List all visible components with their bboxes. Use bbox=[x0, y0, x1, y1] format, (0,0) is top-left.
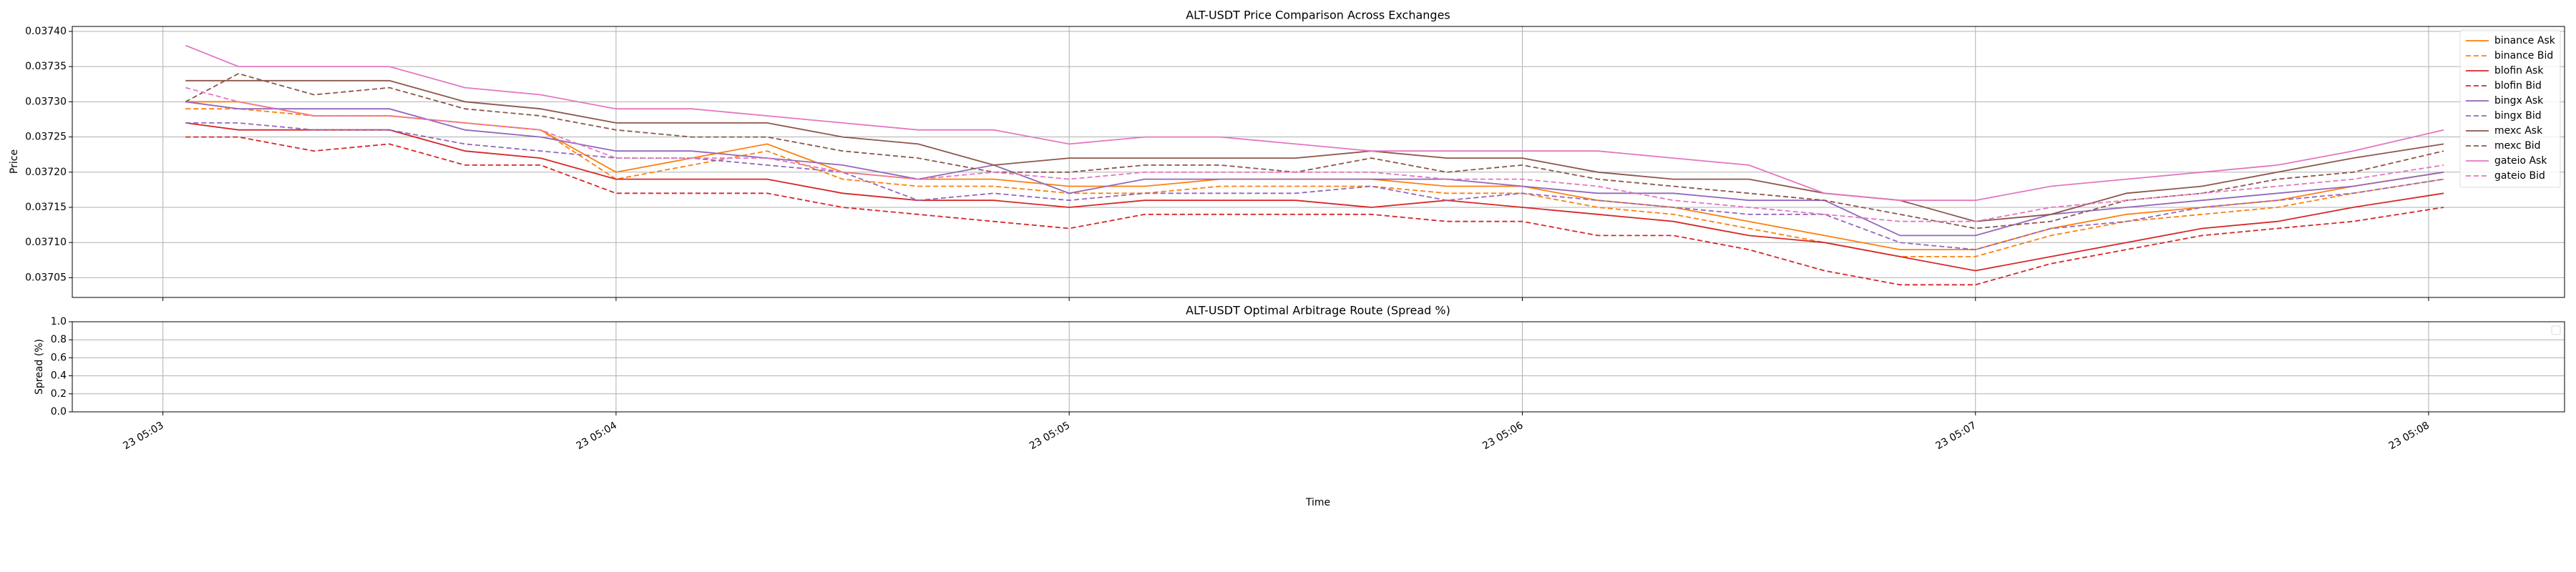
y-tick-label: 0.6 bbox=[51, 352, 67, 363]
y-tick-label: 0.03730 bbox=[25, 96, 67, 107]
y-tick-label: 0.03720 bbox=[25, 167, 67, 178]
y-tick-label: 1.0 bbox=[51, 316, 67, 327]
y-tick-label: 0.03705 bbox=[25, 272, 67, 283]
series-line bbox=[185, 87, 2444, 222]
chart-title: ALT-USDT Optimal Arbitrage Route (Spread… bbox=[1186, 304, 1450, 317]
legend-label: bingx Ask bbox=[2494, 95, 2544, 107]
y-tick-label: 0.2 bbox=[51, 388, 67, 400]
legend-label: bingx Bid bbox=[2494, 110, 2542, 122]
y-tick-label: 0.03735 bbox=[25, 61, 67, 72]
legend-label: mexc Bid bbox=[2494, 140, 2541, 152]
series-line bbox=[185, 44, 2444, 202]
series-line bbox=[185, 122, 2444, 272]
y-tick-label: 0.03725 bbox=[25, 132, 67, 143]
legend-label: blofin Bid bbox=[2494, 80, 2542, 92]
series-line bbox=[185, 122, 2444, 251]
axes-frame bbox=[72, 321, 2565, 413]
legend-label: binance Ask bbox=[2494, 35, 2556, 46]
x-axis-label: Time bbox=[1305, 497, 1330, 508]
legend-label: binance Bid bbox=[2494, 50, 2553, 61]
legend-label: gateio Bid bbox=[2494, 170, 2545, 182]
axes-frame bbox=[72, 26, 2565, 298]
series-line bbox=[185, 79, 2444, 222]
y-tick-label: 0.0 bbox=[51, 406, 67, 418]
y-tick-label: 0.03715 bbox=[25, 202, 67, 213]
legend-box bbox=[2459, 29, 2561, 188]
legend-box bbox=[2551, 325, 2561, 335]
y-tick-label: 0.4 bbox=[51, 370, 67, 382]
chart-title: ALT-USDT Price Comparison Across Exchang… bbox=[1186, 9, 1450, 22]
legend-label: mexc Ask bbox=[2494, 125, 2543, 137]
legend-label: gateio Ask bbox=[2494, 155, 2547, 167]
legend-label: blofin Ask bbox=[2494, 65, 2544, 77]
y-tick-label: 0.03740 bbox=[25, 26, 67, 37]
y-tick-label: 0.8 bbox=[51, 334, 67, 345]
y-tick-label: 0.03710 bbox=[25, 237, 67, 248]
y-axis-label: Price bbox=[9, 149, 20, 174]
y-axis-label: Spread (%) bbox=[34, 339, 45, 395]
